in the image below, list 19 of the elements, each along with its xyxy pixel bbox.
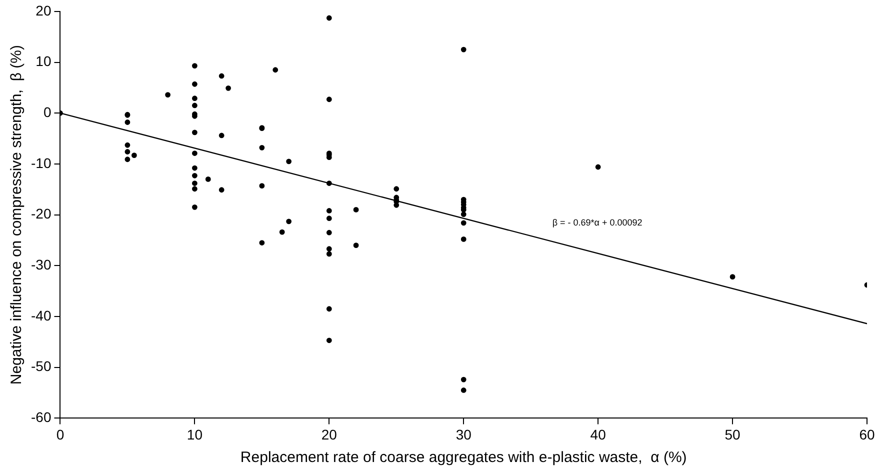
y-tick-label: -20 — [31, 206, 52, 222]
y-tick-label: 20 — [36, 2, 52, 18]
x-tick-label: 40 — [590, 426, 606, 442]
x-tick-label: 50 — [724, 426, 741, 442]
y-tick-label: -40 — [31, 307, 52, 324]
y-tick-label: 0 — [43, 104, 52, 120]
x-tick-label: 0 — [56, 426, 64, 442]
x-tick-label: 20 — [321, 426, 338, 442]
y-tick-label: -50 — [31, 358, 52, 374]
x-tick-label: 30 — [456, 426, 472, 442]
y-tick-label: 10 — [36, 53, 52, 70]
x-tick-label: 10 — [186, 426, 203, 442]
x-axis-title: Replacement rate of coarse aggregates with e-plastic waste, α (%) — [240, 449, 687, 466]
annotation: β = - 0.69*α + 0.00092 — [552, 217, 642, 228]
x-tick-label: 60 — [859, 426, 875, 442]
y-tick-label: -10 — [31, 154, 52, 171]
y-axis-title: Negative influence on compressive strength, β (%) — [8, 44, 26, 385]
y-tick-label: -60 — [31, 409, 52, 426]
y-tick-label: -30 — [31, 256, 52, 273]
